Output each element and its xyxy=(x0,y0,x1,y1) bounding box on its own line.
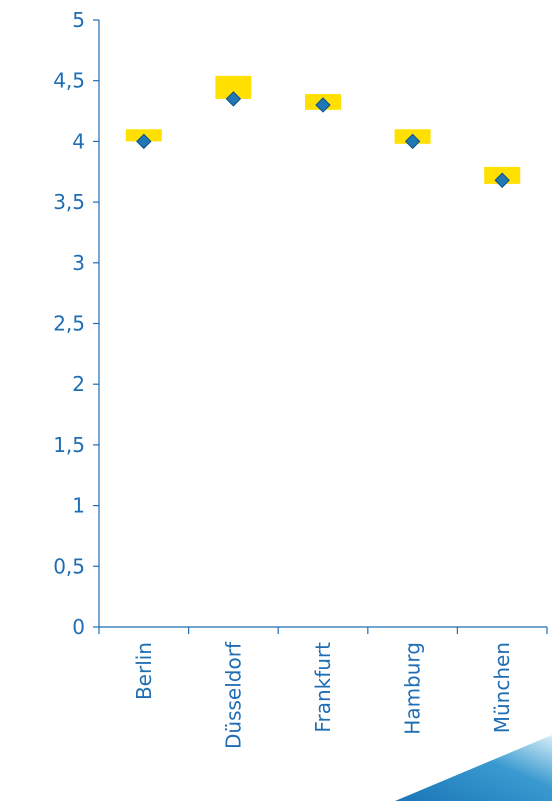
x-category-label: Hamburg xyxy=(401,642,425,735)
range-bar xyxy=(215,75,252,99)
y-tick-label: 2,5 xyxy=(53,312,85,336)
y-tick-label: 0,5 xyxy=(53,554,85,578)
y-tick-label: 3 xyxy=(72,251,85,275)
x-category-label: Frankfurt xyxy=(311,642,335,733)
y-tick-label: 2 xyxy=(72,372,85,396)
x-category-label: Berlin xyxy=(132,642,156,700)
data-point-diamond xyxy=(225,91,242,107)
x-category-label: München xyxy=(490,642,514,733)
data-point-diamond xyxy=(315,97,331,113)
y-tick-label: 5 xyxy=(72,8,85,32)
axes: 0 0,5 1 1,5 2 2,5 3 3,5 4 4,5 5 Berlin Düsseldorf Fra… xyxy=(53,8,548,749)
y-tick-label: 1 xyxy=(72,494,85,518)
y-tick-label: 3,5 xyxy=(53,190,85,214)
markers xyxy=(136,91,510,188)
y-tick-label: 1,5 xyxy=(53,433,85,457)
y-tick-label: 4 xyxy=(72,129,85,153)
data-point-diamond xyxy=(136,133,152,150)
x-category-label: Düsseldorf xyxy=(221,641,245,749)
decorative-corner-shape xyxy=(395,735,552,801)
y-tick-label: 4,5 xyxy=(53,69,85,93)
range-bars xyxy=(125,75,521,184)
data-point-diamond xyxy=(494,172,510,188)
y-tick-label: 0 xyxy=(72,615,85,639)
data-point-diamond xyxy=(404,133,421,150)
